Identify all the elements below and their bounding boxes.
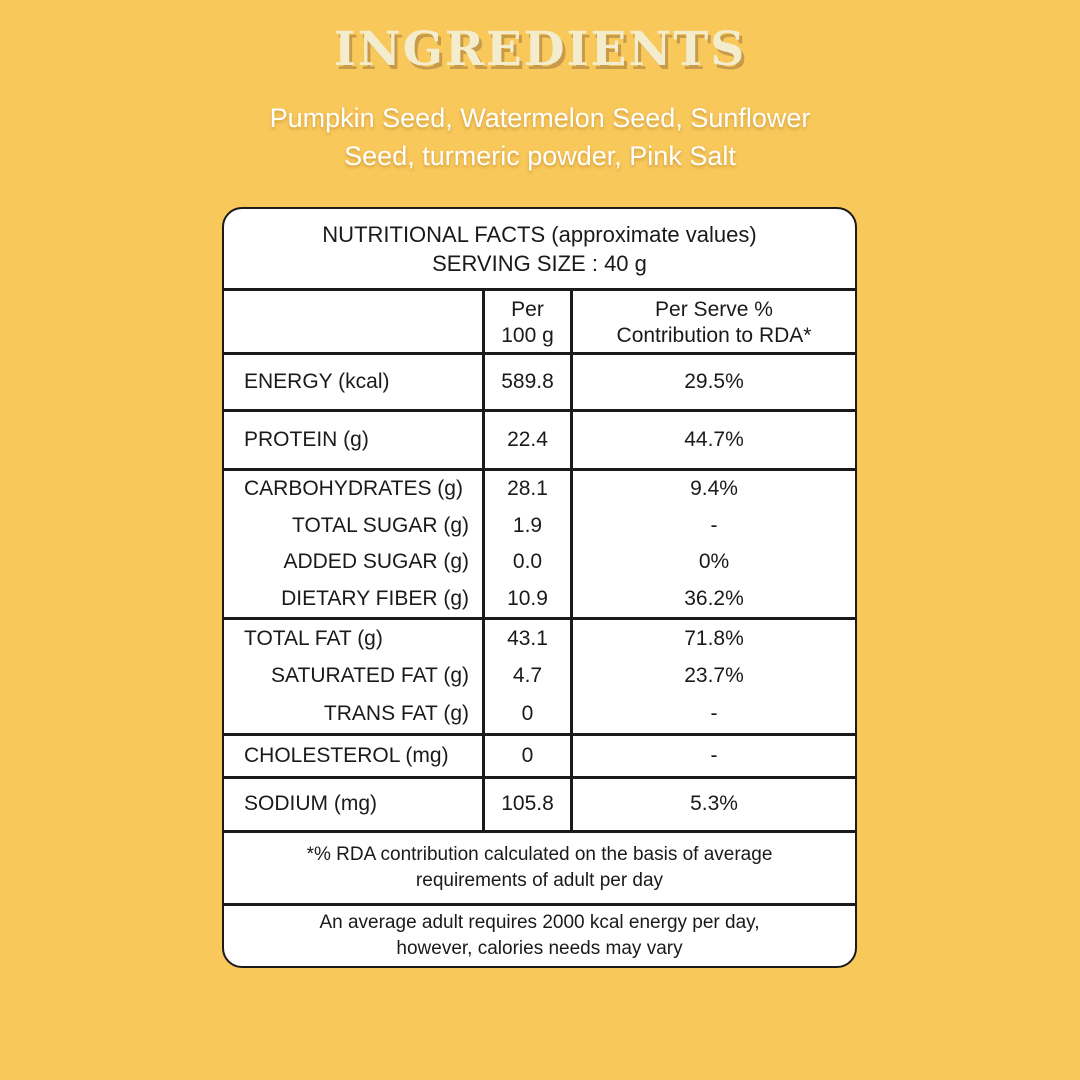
table-row-energy: ENERGY (kcal) 589.8 29.5%: [224, 355, 855, 412]
column-header-per-100g: Per 100 g: [482, 291, 573, 355]
row-rda-value: 36.2%: [684, 586, 744, 610]
nutrition-facts-card: NUTRITIONAL FACTS (approximate values) S…: [222, 207, 857, 968]
row-label: TOTAL FAT (g): [244, 626, 383, 650]
row-label: TRANS FAT (g): [323, 701, 469, 725]
table-column-headers: Per 100 g Per Serve % Contribution to RD…: [224, 291, 855, 355]
table-group-carbohydrates: CARBOHYDRATES (g) 28.1 9.4% TOTAL SUGAR …: [224, 471, 855, 620]
row-per100-value: 43.1: [482, 620, 573, 658]
row-label: TOTAL SUGAR (g): [292, 513, 469, 537]
rda-footnote: *% RDA contribution calculated on the ba…: [224, 833, 855, 906]
row-per100-value: 10.9: [482, 580, 573, 617]
row-per100-value: 28.1: [482, 471, 573, 508]
row-per100-value: 22.4: [482, 412, 573, 468]
row-rda-value: 5.3%: [690, 792, 738, 815]
nutrition-title: NUTRITIONAL FACTS (approximate values): [322, 221, 757, 247]
calorie-footnote: An average adult requires 2000 kcal ener…: [319, 911, 760, 959]
row-rda-value: -: [710, 513, 718, 537]
row-label: SATURATED FAT (g): [271, 664, 469, 688]
row-per100-value: 1.9: [482, 507, 573, 544]
row-rda-value: -: [710, 743, 718, 767]
row-label: SODIUM (mg): [244, 792, 377, 815]
row-rda-value: -: [710, 701, 718, 725]
row-per100-value: 0: [482, 695, 573, 733]
column-header-blank: [224, 291, 482, 355]
row-per100-value: 4.7: [482, 657, 573, 695]
row-label: PROTEIN (g): [244, 428, 369, 451]
serving-size: SERVING SIZE : 40 g: [432, 250, 647, 276]
page-title: INGREDIENTS: [333, 22, 747, 77]
table-row-sodium: SODIUM (mg) 105.8 5.3%: [224, 778, 855, 833]
row-rda-value: 9.4%: [690, 477, 738, 501]
row-per100-value: 0.0: [482, 544, 573, 581]
row-per100-value: 105.8: [482, 778, 573, 830]
row-per100-value: 0: [482, 735, 573, 776]
ingredients-list: Pumpkin Seed, Watermelon Seed, Sunflower…: [269, 103, 811, 171]
row-rda-value: 23.7%: [684, 664, 744, 688]
nutrition-card-header: NUTRITIONAL FACTS (approximate values) S…: [224, 209, 855, 291]
column-header-rda: Per Serve % Contribution to RDA*: [616, 298, 812, 347]
row-label: CHOLESTEROL (mg): [244, 743, 449, 767]
table-group-fat: TOTAL FAT (g) 43.1 71.8% SATURATED FAT (…: [224, 620, 855, 736]
table-row-protein: PROTEIN (g) 22.4 44.7%: [224, 412, 855, 471]
row-rda-value: 0%: [698, 550, 730, 574]
table-row-cholesterol: CHOLESTEROL (mg) 0 -: [224, 735, 855, 779]
row-rda-value: 71.8%: [684, 626, 744, 650]
row-per100-value: 589.8: [482, 355, 573, 409]
row-label: ADDED SUGAR (g): [283, 550, 469, 574]
row-label: CARBOHYDRATES (g): [244, 477, 463, 501]
row-rda-value: 29.5%: [684, 370, 744, 393]
row-rda-value: 44.7%: [684, 428, 744, 451]
row-label: ENERGY (kcal): [244, 370, 390, 393]
row-label: DIETARY FIBER (g): [281, 586, 469, 610]
